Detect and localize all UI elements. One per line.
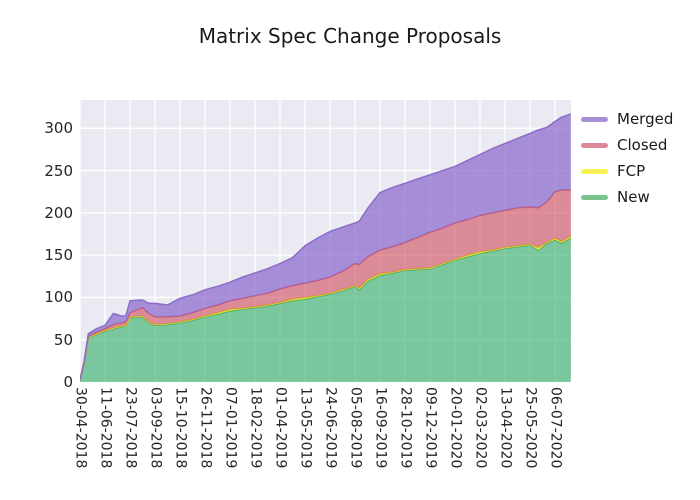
x-tick-label: 01-04-2019 [272, 387, 289, 469]
x-tick-label: 16-09-2019 [372, 387, 389, 469]
legend-label-merged: Merged [617, 110, 674, 128]
legend: Merged Closed FCP New [581, 106, 673, 210]
x-tick-label: 28-10-2019 [397, 387, 414, 469]
x-tick-label: 06-07-2020 [547, 387, 564, 469]
y-tick-label: 50 [53, 330, 73, 349]
x-tick-label: 18-02-2019 [247, 387, 264, 469]
y-tick-label: 300 [44, 119, 73, 138]
y-tick-label: 250 [44, 161, 73, 180]
legend-swatch-closed [581, 142, 608, 148]
x-tick-label: 20-01-2020 [447, 387, 464, 469]
x-tick-label: 07-01-2019 [222, 387, 239, 469]
x-tick-label: 13-05-2019 [297, 387, 314, 469]
x-tick-label: 23-07-2018 [122, 387, 139, 469]
y-tick-label: 0 [63, 373, 73, 391]
x-tick-label: 02-03-2020 [472, 387, 489, 469]
x-tick-label: 11-06-2018 [97, 387, 114, 469]
x-tick-label: 03-09-2018 [147, 387, 164, 469]
x-tick-label: 13-04-2020 [497, 387, 514, 469]
legend-swatch-merged [581, 116, 608, 122]
x-tick-label: 24-06-2019 [322, 387, 339, 469]
y-tick-label: 150 [44, 246, 73, 265]
legend-swatch-new [581, 194, 608, 200]
legend-label-closed: Closed [617, 136, 668, 154]
legend-label-new: New [617, 188, 650, 206]
y-tick-label: 100 [44, 288, 73, 307]
legend-swatch-fcp [581, 168, 608, 174]
legend-item-closed: Closed [581, 132, 673, 158]
x-tick-label: 26-11-2018 [197, 387, 214, 469]
x-tick-label: 30-04-2018 [72, 387, 89, 469]
x-tick-label: 15-10-2018 [172, 387, 189, 469]
x-tick-label: 25-05-2020 [522, 387, 539, 469]
legend-item-new: New [581, 184, 673, 210]
legend-item-merged: Merged [581, 106, 673, 132]
legend-item-fcp: FCP [581, 158, 673, 184]
x-tick-label: 09-12-2019 [422, 387, 439, 469]
y-tick-label: 200 [44, 203, 73, 222]
chart-title: Matrix Spec Change Proposals [198, 24, 502, 48]
x-tick-label: 05-08-2019 [347, 387, 364, 469]
legend-label-fcp: FCP [617, 162, 646, 180]
